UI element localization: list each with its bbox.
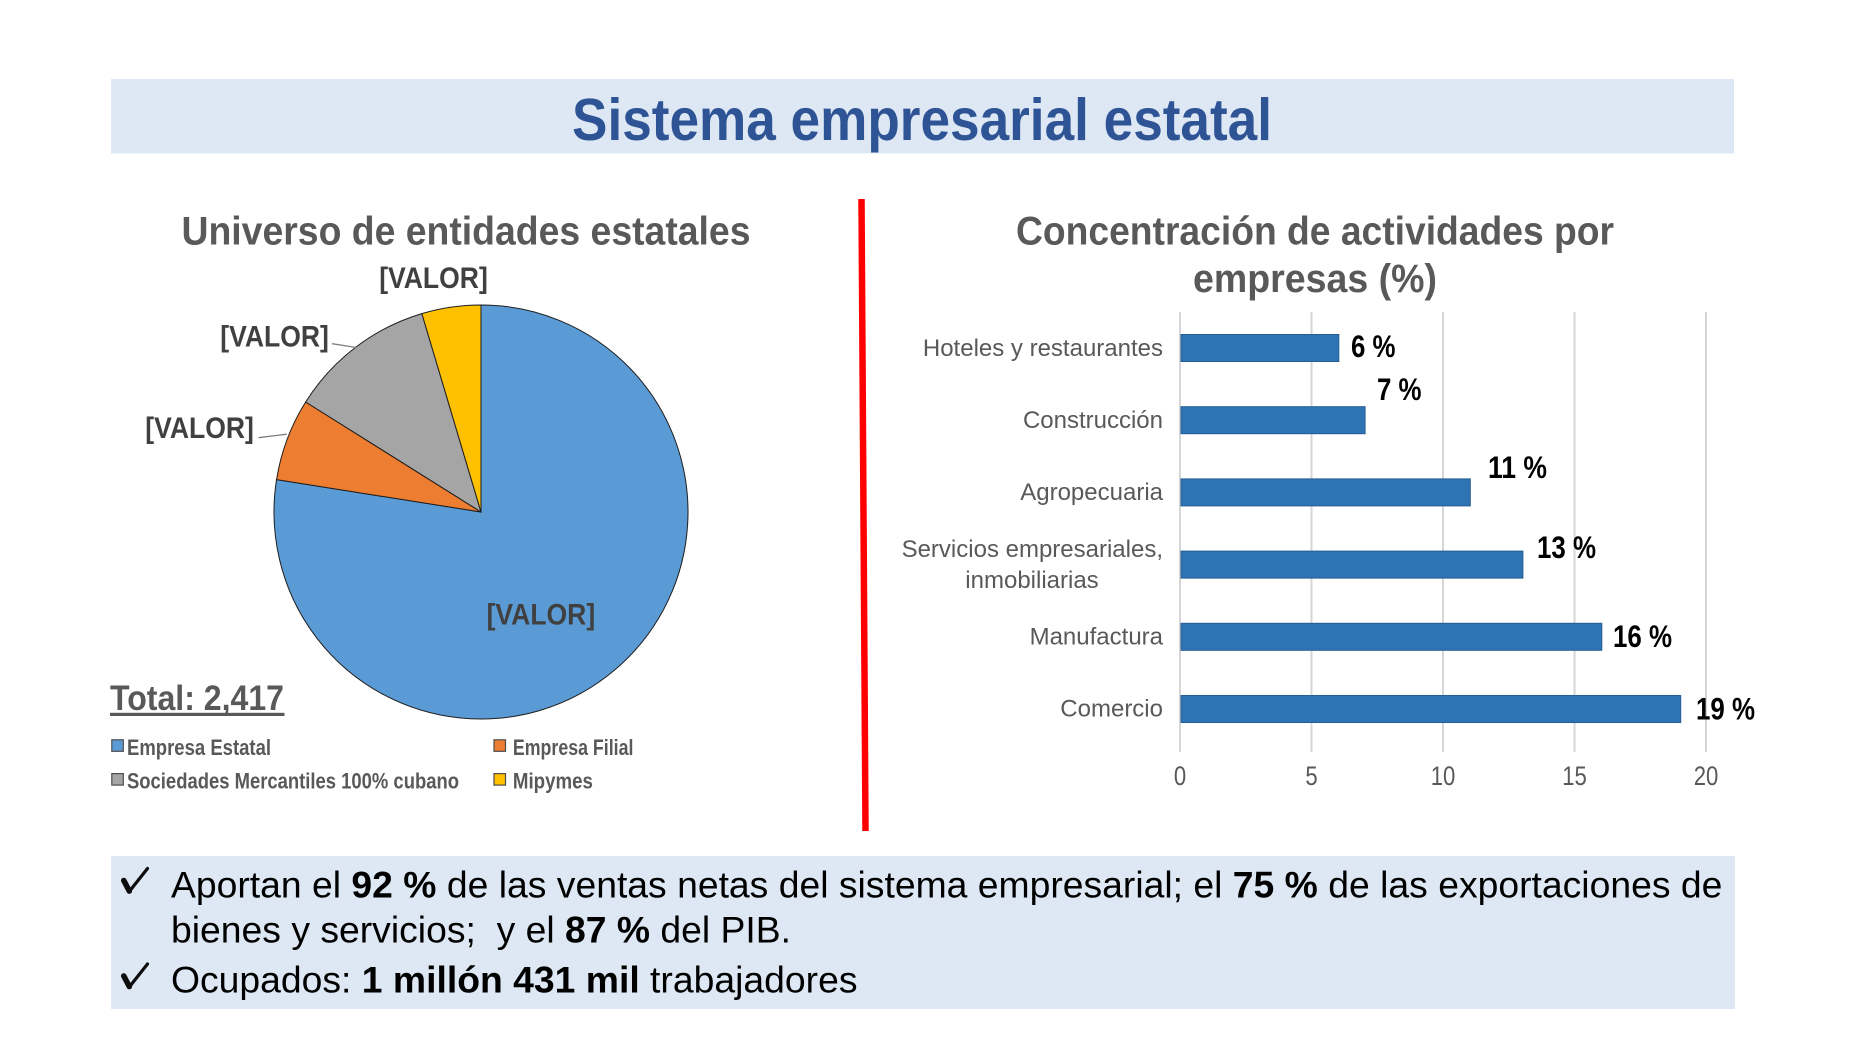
svg-text:Ocupados:: Ocupados: xyxy=(171,958,362,1000)
svg-text:trabajadores: trabajadores xyxy=(640,958,858,1000)
svg-text:bienes y servicios; y el: bienes y servicios; y el xyxy=(171,909,565,951)
svg-text:87 %: 87 % xyxy=(565,909,650,951)
svg-text:20: 20 xyxy=(1694,761,1719,791)
svg-text:75 %: 75 % xyxy=(1233,864,1318,906)
svg-text:19 %: 19 % xyxy=(1696,691,1755,727)
svg-text:Agropecuaria: Agropecuaria xyxy=(1020,479,1163,506)
svg-text:Total: 2,417: Total: 2,417 xyxy=(110,679,284,718)
svg-text:Comercio: Comercio xyxy=(1060,696,1163,723)
svg-text:0: 0 xyxy=(1174,761,1186,791)
svg-text:Empresa Filial: Empresa Filial xyxy=(513,735,634,760)
svg-text:Manufactura: Manufactura xyxy=(1030,624,1164,651)
svg-text:Sistema empresarial estatal: Sistema empresarial estatal xyxy=(572,87,1272,153)
svg-text:del PIB.: del PIB. xyxy=(650,909,791,951)
svg-text:de las exportaciones de: de las exportaciones de xyxy=(1318,864,1723,906)
svg-text:Sociedades Mercantiles 100% cu: Sociedades Mercantiles 100% cubano xyxy=(127,768,459,793)
svg-text:7 %: 7 % xyxy=(1377,371,1422,407)
svg-text:Universo de entidades estatale: Universo de entidades estatales xyxy=(182,210,751,254)
svg-text:92 %: 92 % xyxy=(351,864,436,906)
svg-text:5: 5 xyxy=(1305,761,1317,791)
svg-text:Aportan el: Aportan el xyxy=(171,864,351,906)
svg-text:10: 10 xyxy=(1431,761,1456,791)
svg-text:13 %: 13 % xyxy=(1537,529,1596,565)
svg-text:empresas (%): empresas (%) xyxy=(1193,257,1437,301)
svg-text:Empresa Estatal: Empresa Estatal xyxy=(127,735,271,760)
svg-text:16 %: 16 % xyxy=(1613,618,1672,654)
svg-text:Concentración de actividades p: Concentración de actividades por xyxy=(1016,210,1614,254)
svg-text:1 millón 431 mil: 1 millón 431 mil xyxy=(362,958,640,1000)
svg-text:Construcción: Construcción xyxy=(1023,407,1163,434)
svg-text:Servicios empresariales,: Servicios empresariales, xyxy=(902,536,1163,563)
svg-text:inmobiliarias: inmobiliarias xyxy=(965,567,1098,594)
svg-text:[VALOR]: [VALOR] xyxy=(379,262,488,295)
svg-text:Hoteles y restaurantes: Hoteles y restaurantes xyxy=(923,335,1163,362)
svg-text:6 %: 6 % xyxy=(1351,328,1396,364)
svg-text:Mipymes: Mipymes xyxy=(513,768,593,793)
svg-text:11 %: 11 % xyxy=(1488,449,1547,485)
svg-text:[VALOR]: [VALOR] xyxy=(487,599,596,632)
svg-text:de las ventas netas del sistem: de las ventas netas del sistema empresar… xyxy=(437,864,1233,906)
svg-text:[VALOR]: [VALOR] xyxy=(145,412,254,445)
svg-text:15: 15 xyxy=(1562,761,1587,791)
svg-text:[VALOR]: [VALOR] xyxy=(220,320,329,353)
